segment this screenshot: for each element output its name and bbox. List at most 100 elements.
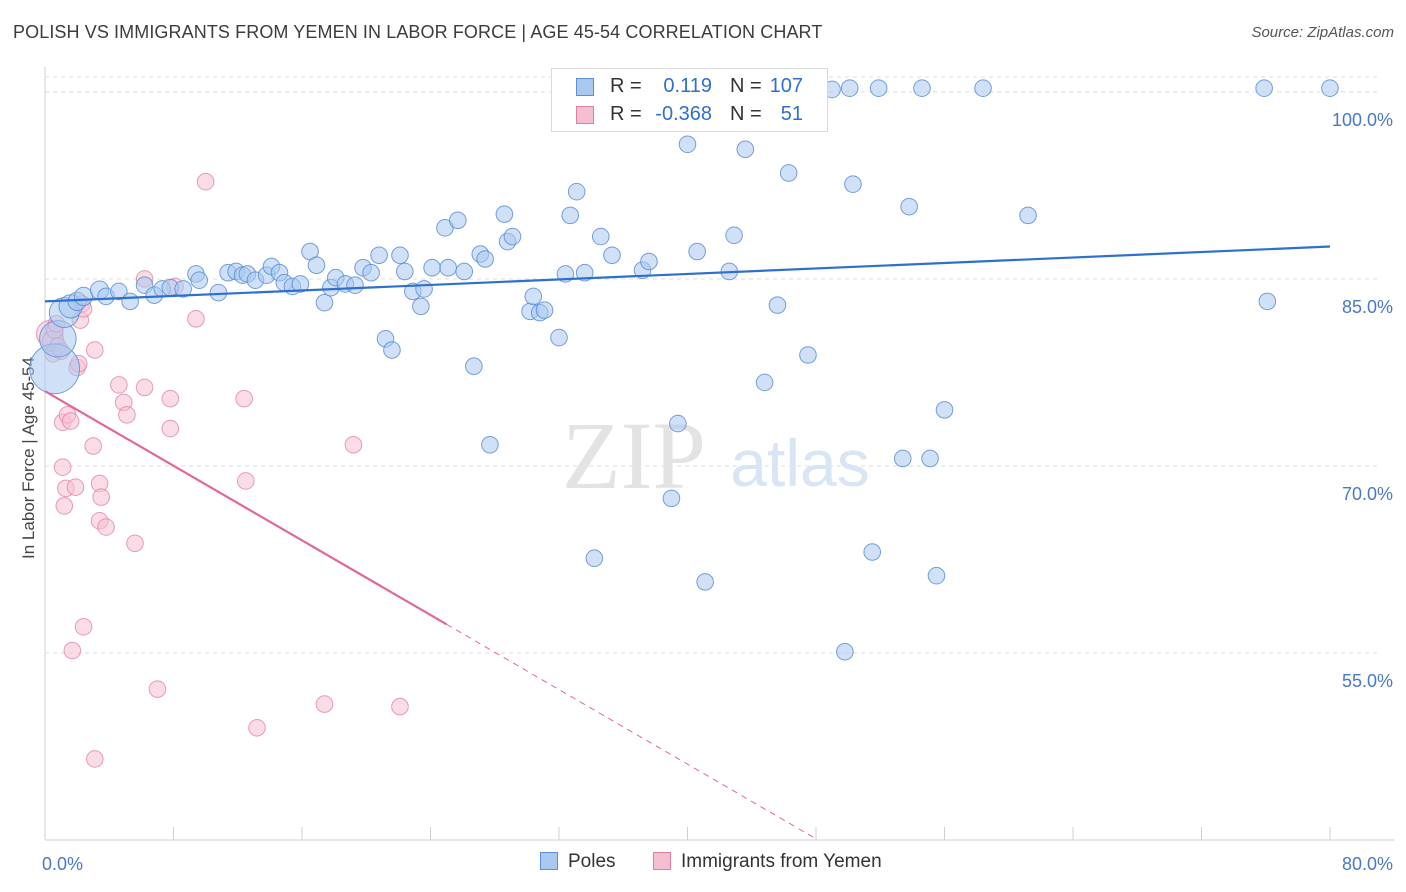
legend-n-label: N = xyxy=(730,75,762,97)
poles-points xyxy=(29,79,1339,661)
bottom-legend-label-yemen: Immigrants from Yemen xyxy=(681,851,882,872)
yemen-trend-line xyxy=(44,390,448,626)
poles-point xyxy=(755,373,774,392)
grid-lines xyxy=(45,76,1380,654)
y-tick-label: 85.0% xyxy=(1342,297,1393,317)
poles-point xyxy=(768,296,787,314)
legend-n-value: 51 xyxy=(780,103,803,125)
poles-point xyxy=(481,435,499,454)
poles-point xyxy=(439,258,457,277)
poles-point xyxy=(110,282,128,301)
poles-point xyxy=(935,401,954,419)
yemen-point xyxy=(248,718,266,737)
poles-point xyxy=(1255,79,1273,97)
legend-r-value: -0.368 xyxy=(655,103,712,125)
poles-point xyxy=(893,449,912,468)
yemen-point xyxy=(85,341,104,359)
poles-point xyxy=(449,211,467,230)
poles-point xyxy=(1019,206,1037,225)
yemen-point xyxy=(55,497,74,515)
yemen-point xyxy=(187,310,205,328)
yemen-point xyxy=(235,389,253,408)
chart-title: POLISH VS IMMIGRANTS FROM YEMEN IN LABOR… xyxy=(13,22,823,42)
poles-point xyxy=(836,642,854,661)
poles-point xyxy=(503,227,522,246)
poles-point xyxy=(799,346,817,364)
y-tick-label: 70.0% xyxy=(1342,484,1393,504)
poles-point xyxy=(383,341,401,359)
poles-point xyxy=(370,246,388,265)
poles-point xyxy=(844,175,862,193)
poles-point xyxy=(391,246,409,265)
poles-point xyxy=(900,197,918,216)
yemen-points xyxy=(36,172,409,768)
yemen-point xyxy=(315,695,334,713)
yemen-point xyxy=(161,419,180,438)
poles-point xyxy=(869,79,888,97)
yemen-point xyxy=(135,378,154,397)
yemen-point xyxy=(126,534,144,553)
poles-point xyxy=(346,276,364,294)
poles-point xyxy=(669,414,687,433)
poles-point xyxy=(603,246,621,265)
poles-point xyxy=(291,275,310,293)
poles-point xyxy=(465,357,483,376)
poles-point xyxy=(974,79,992,97)
poles-trend-line xyxy=(44,245,1331,303)
poles-point xyxy=(535,301,554,319)
bottom-legend-poles[interactable]: Poles xyxy=(540,851,616,873)
legend-r-label: R = xyxy=(610,75,642,97)
x-tick-label: 80.0% xyxy=(1342,854,1393,874)
poles-point xyxy=(455,262,474,281)
poles-point xyxy=(315,293,334,312)
poles-point xyxy=(863,543,882,561)
poles-point xyxy=(121,292,139,311)
poles-point xyxy=(1258,292,1277,311)
yemen-point xyxy=(161,389,180,408)
poles-point xyxy=(913,79,931,97)
yemen-point xyxy=(118,406,136,424)
y-tick-label: 100.0% xyxy=(1332,110,1393,130)
x-tick-label: 0.0% xyxy=(42,854,83,874)
yemen-point xyxy=(74,618,93,636)
bottom-legend-yemen[interactable]: Immigrants from Yemen xyxy=(653,851,882,873)
poles-point xyxy=(779,164,798,182)
poles-point xyxy=(575,263,594,282)
poles-point xyxy=(174,280,192,298)
poles-point xyxy=(662,489,681,508)
legend-swatch-yemen xyxy=(576,106,594,124)
yemen-point xyxy=(236,472,255,490)
poles-point xyxy=(423,258,441,277)
y-tick-label: 55.0% xyxy=(1342,671,1393,691)
poles-point xyxy=(190,271,208,289)
poles-point xyxy=(696,573,714,591)
watermark: ZIP atlas xyxy=(562,402,870,509)
poles-point xyxy=(678,135,697,154)
poles-point xyxy=(1321,79,1339,97)
poles-point xyxy=(561,206,580,225)
y-axis-label: In Labor Force | Age 45-54 xyxy=(19,357,38,559)
yemen-point xyxy=(148,680,167,698)
poles-point xyxy=(73,286,94,307)
poles-point xyxy=(396,262,414,281)
bottom-legend-label-poles: Poles xyxy=(568,851,616,872)
yemen-trend-extension xyxy=(446,623,817,840)
poles-point xyxy=(476,250,494,268)
yemen-point xyxy=(344,435,363,454)
yemen-point xyxy=(61,412,80,430)
poles-point xyxy=(567,182,586,201)
chart-source: Source: ZipAtlas.com xyxy=(1251,24,1394,41)
yemen-point xyxy=(63,641,82,660)
trend-lines xyxy=(44,245,1331,840)
poles-point xyxy=(585,549,604,568)
bottom-legend-swatch-poles xyxy=(540,852,558,870)
yemen-point xyxy=(85,750,104,768)
poles-point xyxy=(495,205,514,223)
yemen-point xyxy=(84,437,102,455)
legend-row-yemen: R = -0.368 N = 51 xyxy=(552,101,827,129)
legend-row-poles: R = 0.119 N = 107 xyxy=(552,73,827,101)
yemen-point xyxy=(110,376,128,394)
poles-point xyxy=(688,242,706,261)
legend-n-label: N = xyxy=(730,103,762,125)
